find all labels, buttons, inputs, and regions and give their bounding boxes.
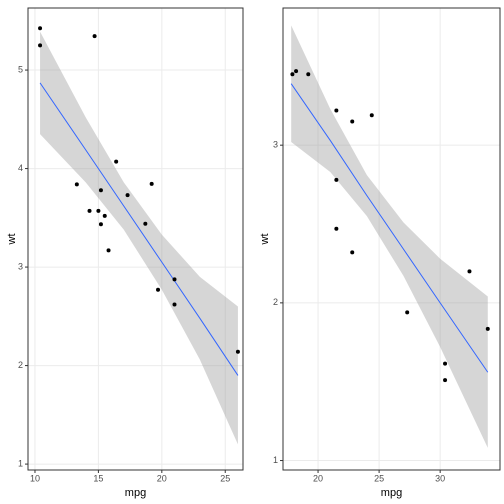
point	[92, 34, 97, 39]
panel	[283, 8, 500, 470]
point	[38, 26, 43, 31]
x-tick-label: 15	[93, 473, 103, 483]
confidence-band	[40, 31, 238, 445]
point	[125, 193, 130, 198]
y-tick-label: 5	[18, 64, 23, 74]
point	[485, 326, 490, 331]
point	[149, 181, 154, 186]
x-tick-label: 25	[220, 473, 230, 483]
x-tick-label: 20	[157, 473, 167, 483]
point	[443, 378, 448, 383]
x-tick-label: 10	[30, 473, 40, 483]
x-tick-label: 25	[374, 473, 384, 483]
point	[294, 69, 299, 74]
fit-line	[290, 83, 489, 373]
y-tick-label: 4	[18, 163, 23, 173]
x-axis-title: mpg	[125, 487, 146, 499]
point	[98, 222, 103, 227]
point	[405, 310, 410, 315]
point	[443, 361, 448, 366]
confidence-band	[291, 25, 488, 448]
point	[172, 302, 177, 307]
x-axis-title: mpg	[381, 487, 402, 499]
point	[74, 182, 79, 187]
point	[98, 188, 103, 193]
point	[114, 159, 119, 164]
x-tick-label: 30	[435, 473, 445, 483]
point	[87, 208, 92, 213]
point	[106, 248, 111, 253]
point	[235, 349, 240, 354]
point	[96, 208, 101, 213]
point	[334, 108, 339, 113]
point	[334, 226, 339, 231]
point	[290, 72, 295, 77]
fit-line	[39, 82, 239, 376]
y-tick-label: 2	[273, 297, 278, 307]
point	[143, 221, 148, 226]
x-tick-label: 20	[313, 473, 323, 483]
panel	[28, 8, 243, 470]
point	[306, 72, 311, 77]
point	[350, 119, 355, 124]
point	[38, 43, 43, 48]
panel-border	[27, 7, 244, 471]
y-tick-label: 3	[18, 261, 23, 271]
panel-border	[282, 7, 501, 471]
y-tick-label: 1	[18, 458, 23, 468]
point	[156, 287, 161, 292]
y-tick-label: 3	[273, 140, 278, 150]
y-tick-label: 2	[18, 360, 23, 370]
y-tick-label: 1	[273, 455, 278, 465]
point	[172, 277, 177, 282]
point	[102, 213, 107, 218]
y-axis-title: wt	[259, 234, 271, 246]
point	[369, 113, 374, 118]
y-axis-title: wt	[6, 234, 18, 246]
point	[350, 250, 355, 255]
point	[334, 177, 339, 182]
point	[467, 269, 472, 274]
